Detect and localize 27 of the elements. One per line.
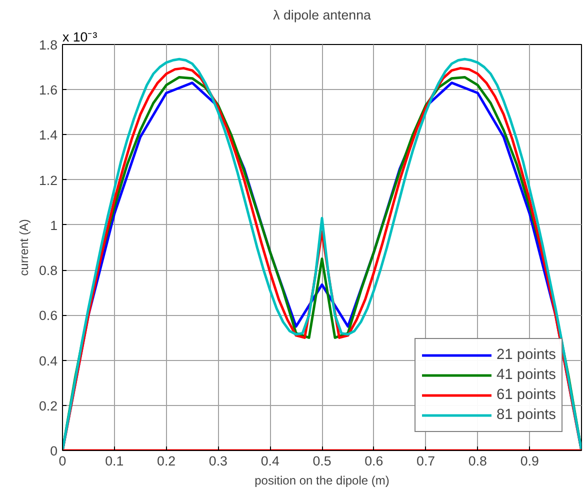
y-tick-label: 1.2	[38, 172, 58, 188]
x-tick-label: 0.4	[260, 454, 280, 468]
x-tick-label: 0.6	[364, 454, 384, 468]
x-tick-label: 0.8	[468, 454, 487, 468]
y-tick-label: 0.4	[38, 353, 58, 368]
y-tick-label: 0	[50, 444, 58, 458]
x-tick-label: 0.9	[520, 454, 539, 468]
x-tick-label: 0.5	[312, 454, 332, 468]
y-axis-title: current (A)	[16, 219, 31, 276]
legend-label: 61 points	[496, 387, 556, 403]
y-tick-label: 0.8	[38, 263, 58, 278]
legend-label: 21 points	[496, 347, 556, 363]
x-tick-label: 0.3	[208, 454, 228, 468]
chart-title: λ dipole antenna	[273, 8, 372, 22]
y-tick-label: 1.4	[38, 128, 58, 143]
legend-label: 41 points	[496, 367, 556, 383]
y-tick-label: 0.2	[38, 398, 58, 414]
y-tick-label: 1.8	[38, 38, 58, 52]
legend-label: 81 points	[496, 407, 556, 423]
x-tick-label: 0.2	[157, 454, 176, 468]
x-axis-title: position on the dipole (m)	[254, 474, 390, 488]
x-tick-label: 0.1	[105, 454, 124, 468]
y-tick-label: 0.6	[38, 308, 58, 324]
annotation: x 10⁻³	[62, 30, 98, 44]
y-tick-label: 1.6	[38, 82, 58, 98]
x-tick-label: 0.7	[416, 454, 436, 468]
y-tick-label: 1	[50, 218, 58, 233]
